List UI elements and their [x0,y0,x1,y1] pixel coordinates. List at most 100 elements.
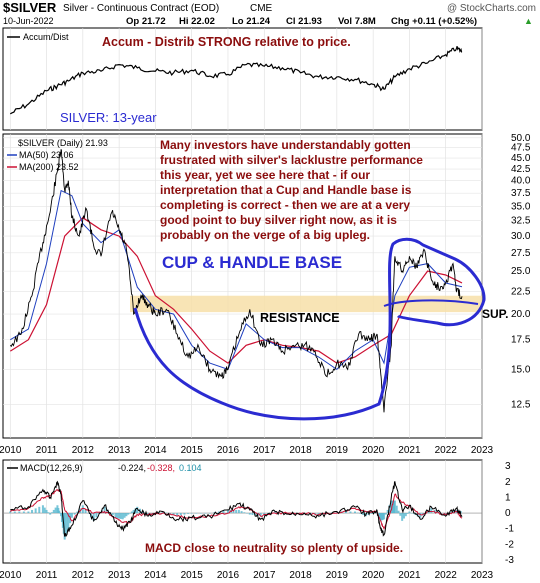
y-tick-label: 35.0 [511,201,531,212]
histogram-bar [49,513,52,515]
y-tick-label: 3 [505,461,511,472]
x-tick-label: 2014 [144,445,167,456]
commentary-line: completing is correct - then we are at a… [160,198,410,212]
x-tick-label: 2014 [144,570,167,581]
histogram-bar [31,509,34,514]
y-tick-label: -1 [505,524,514,535]
x-tick-label: 2011 [36,570,58,581]
symbol-label: $SILVER [3,0,57,15]
macd-line [10,480,463,538]
histogram-bar [335,511,338,514]
close-label: Cl 21.93 [286,16,322,27]
exchange-label: CME [250,3,273,14]
histogram-bar [76,511,79,514]
commentary-line: probably on the verge of a big upleg. [160,228,370,242]
histogram-bar [87,513,90,514]
accum-legend: Accum/Dist [23,32,69,42]
histogram-bar [118,513,121,519]
histogram-bar [222,510,225,514]
x-tick-label: 2019 [326,570,349,581]
histogram-bar [243,512,246,514]
histogram-bar [259,513,262,517]
x-tick-label: 2015 [181,570,204,581]
histogram-bar [183,513,186,515]
histogram-bar [384,513,387,515]
histogram-bar [411,513,414,514]
y-tick-label: 30.0 [511,231,531,242]
histogram-bar [9,511,12,514]
high-label: Hi 22.02 [179,16,215,27]
histogram-bar [359,513,362,514]
histogram-bar [106,509,109,514]
histogram-bar [237,509,240,514]
histogram-bar [444,513,447,515]
histogram-bar [314,513,317,515]
histogram-bar [123,513,126,518]
histogram-bar [54,507,57,514]
histogram-bar [187,513,190,514]
histogram-bar [18,511,21,514]
histogram-bar [65,513,68,535]
histogram-bar [213,512,216,514]
histogram-bar [114,513,117,518]
y-tick-label: 40.0 [511,176,531,187]
x-tick-label: 2023 [471,445,494,456]
x-tick-label: 2021 [398,445,421,456]
commentary-line: Many investors have understandably gotte… [160,138,411,152]
y-tick-label: 25.0 [511,266,531,277]
histogram-bar [263,513,266,516]
price-legend-ma50: MA(50) 23.06 [19,150,74,160]
histogram-bar [116,513,119,519]
histogram-bar [404,513,407,517]
change-label: Chg +0.11 (+0.52%) [391,16,477,27]
x-tick-label: 2012 [72,445,95,456]
macd-legend-hist: 0.104 [179,463,202,473]
macd-legend-signal: -0.328, [147,463,175,473]
histogram-bar [370,513,373,514]
histogram-bar [27,511,30,514]
y-tick-label: 37.5 [511,188,531,199]
histogram-bar [57,507,60,514]
histogram-bar [63,513,66,540]
x-tick-label: 2022 [435,570,458,581]
x-tick-label: 2018 [289,445,312,456]
histogram-bar [13,511,16,514]
y-tick-label: 42.5 [511,164,531,175]
x-tick-label: 2020 [362,445,385,456]
x-tick-label: 2023 [471,570,494,581]
histogram-bar [441,513,444,514]
histogram-bar [92,513,95,521]
histogram-bar [408,511,411,514]
histogram-bar [103,506,106,514]
histogram-bar [22,511,25,514]
histogram-bar [388,505,391,514]
histogram-bar [356,512,359,514]
x-tick-label: 2022 [435,445,458,456]
histogram-bar [161,511,164,514]
histogram-bar [47,512,50,514]
histogram-bar [70,513,73,518]
price-y-axis: 50.047.545.042.540.037.5 35.0 32.5 30.0 27.5… [511,133,531,411]
histogram-bar [251,513,254,516]
cup-outline [133,237,486,421]
histogram-bar [217,511,220,514]
y-tick-label: 45.0 [511,153,531,164]
x-tick-label: 2013 [108,570,131,581]
resistance-label: RESISTANCE [260,311,340,325]
x-axis-bottom: 2010 2011 2012 2013 2014 2015 2016 2017 2018 2019… [0,570,494,581]
histogram-bar [190,513,193,514]
commentary-line: interpretation that a Cup and Handle bas… [160,183,412,197]
histogram-bar [399,513,402,516]
macd-legend-macd: -0.224, [118,463,146,473]
volume-label: Vol 7.8M [338,16,376,27]
x-tick-label: 2012 [72,570,95,581]
commentary-line: frustrated with silver's lacklustre perf… [160,153,423,167]
histogram-bar [199,513,202,514]
histogram-bar [176,513,179,517]
histogram-bar [73,513,76,515]
histogram-bar [38,506,41,514]
histogram-bar [406,513,409,514]
support-label: SUP. [482,307,508,321]
histogram-bar [393,500,396,514]
histogram-bar [132,509,135,514]
